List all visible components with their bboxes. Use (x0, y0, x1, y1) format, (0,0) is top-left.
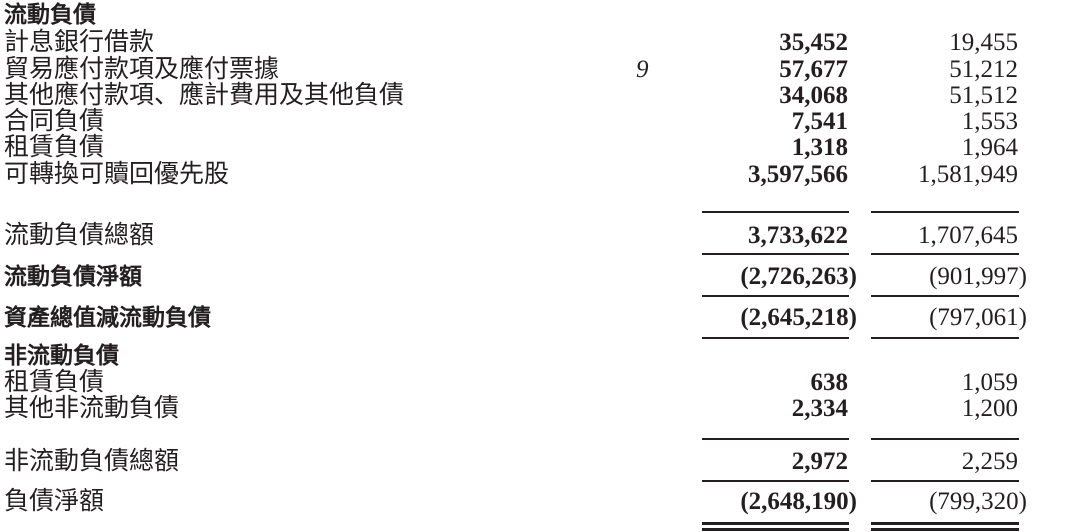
row-label: 流動負債淨額 (4, 264, 142, 290)
table-row: 租賃負債 638 1,059 (0, 368, 1080, 398)
row-label: 租賃負債 (4, 369, 105, 396)
section-heading-row: 流動負債 (0, 0, 1080, 30)
prior-year-value: 51,212 (949, 56, 1018, 83)
section-heading-row: 資產總值減流動負債 (2,645,218) (797,061) (0, 303, 1080, 333)
table-row: 其他非流動負債 2,334 1,200 (0, 394, 1080, 424)
subtotal-rule (871, 211, 1019, 213)
row-label: 流動負債 (4, 2, 96, 28)
prior-year-value: 1,059 (961, 369, 1018, 396)
row-label: 負債淨額 (4, 488, 105, 515)
total-rule (702, 480, 849, 482)
prior-year-value: 1,200 (961, 395, 1018, 422)
total-rule (702, 295, 849, 297)
double-rule-top (702, 522, 849, 525)
row-label: 合同負債 (4, 108, 105, 135)
current-year-value: (2,726,263) (740, 263, 857, 290)
prior-year-value: 2,259 (961, 448, 1018, 475)
row-label: 其他非流動負債 (4, 395, 180, 422)
row-label: 資產總值減流動負債 (4, 305, 211, 331)
current-year-value: 638 (810, 369, 849, 396)
prior-year-value: 19,455 (949, 29, 1018, 56)
table-row: 計息銀行借款 35,452 19,455 (0, 28, 1080, 58)
current-year-value: 34,068 (779, 82, 848, 109)
double-rule-top (871, 522, 1019, 525)
row-label: 非流動負債 (4, 343, 119, 369)
subtotal-rule (702, 438, 849, 440)
current-year-value: 2,334 (791, 395, 848, 422)
table-row: 合同負債 7,541 1,553 (0, 107, 1080, 137)
row-label: 計息銀行借款 (4, 29, 155, 56)
prior-year-value: 51,512 (949, 82, 1018, 109)
row-label: 流動負債總額 (4, 222, 155, 249)
current-year-value: 3,597,566 (748, 161, 848, 188)
prior-year-value: 1,581,949 (918, 161, 1018, 188)
table-row: 流動負債總額 3,733,622 1,707,645 (0, 221, 1080, 251)
table-row: 非流動負債總額 2,972 2,259 (0, 447, 1080, 477)
double-rule-bottom (702, 528, 849, 531)
note-ref: 9 (636, 56, 649, 83)
current-year-value: 1,318 (791, 134, 848, 161)
table-row: 其他應付款項、應計費用及其他負債 34,068 51,512 (0, 81, 1080, 111)
prior-year-value: (799,320) (929, 488, 1027, 515)
prior-year-value: 1,553 (961, 108, 1018, 135)
table-row: 貿易應付款項及應付票據 9 57,677 51,212 (0, 55, 1080, 85)
prior-year-value: 1,964 (961, 134, 1018, 161)
row-label: 非流動負債總額 (4, 448, 180, 475)
current-year-value: 2,972 (791, 448, 848, 475)
table-row: 可轉換可贖回優先股 3,597,566 1,581,949 (0, 160, 1080, 190)
row-label: 可轉換可贖回優先股 (4, 161, 230, 188)
row-label: 租賃負債 (4, 134, 105, 161)
total-rule (702, 253, 849, 255)
current-year-value: 3,733,622 (748, 222, 848, 249)
row-label: 其他應付款項、應計費用及其他負債 (4, 82, 405, 109)
prior-year-value: (901,997) (929, 263, 1027, 290)
subtotal-rule (702, 211, 849, 213)
total-rule (702, 337, 849, 339)
prior-year-value: (797,061) (929, 304, 1027, 331)
current-year-value: (2,645,218) (740, 304, 857, 331)
total-rule (871, 480, 1019, 482)
row-label: 貿易應付款項及應付票據 (4, 56, 280, 83)
current-year-value: 7,541 (791, 108, 848, 135)
current-year-value: 35,452 (779, 29, 848, 56)
current-year-value: 57,677 (779, 56, 848, 83)
section-heading-row: 流動負債淨額 (2,726,263) (901,997) (0, 262, 1080, 292)
total-rule (871, 253, 1019, 255)
prior-year-value: 1,707,645 (918, 222, 1018, 249)
section-heading-row: 非流動負債 (0, 341, 1080, 371)
double-rule-bottom (871, 528, 1019, 531)
subtotal-rule (871, 438, 1019, 440)
total-rule (871, 295, 1019, 297)
total-rule (871, 337, 1019, 339)
table-row: 負債淨額 (2,648,190) (799,320) (0, 487, 1080, 517)
table-row: 租賃負債 1,318 1,964 (0, 133, 1080, 163)
current-year-value: (2,648,190) (740, 488, 857, 515)
